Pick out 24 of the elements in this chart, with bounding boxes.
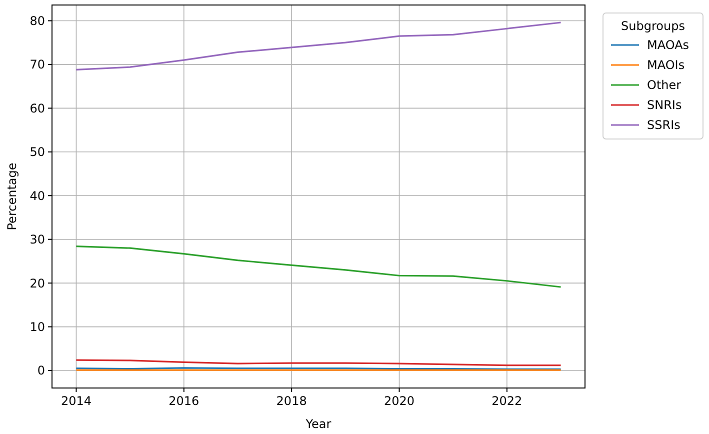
y-tick-label: 20	[30, 276, 45, 290]
legend-label: SNRIs	[647, 98, 682, 112]
y-tick-label: 10	[30, 320, 45, 334]
line-series	[75, 22, 562, 71]
x-axis-title: Year	[304, 417, 332, 431]
x-tick-label: 2020	[384, 394, 415, 408]
y-tick-label: 30	[30, 232, 45, 247]
y-tick-label: 0	[37, 364, 45, 378]
y-tick-label: 50	[30, 145, 45, 160]
y-tick-label: 60	[30, 101, 45, 116]
y-tick-label: 80	[30, 14, 45, 28]
y-tick-label: 40	[30, 188, 45, 203]
x-tick-label: 2018	[276, 394, 307, 408]
x-tick-label: 2022	[492, 394, 522, 408]
legend-label: Other	[647, 78, 682, 92]
x-tick-label: 2016	[168, 394, 200, 408]
y-tick-label: 70	[30, 58, 45, 72]
legend-label: MAOAs	[647, 38, 690, 52]
legend-title: Subgroups	[621, 19, 685, 33]
x-tick-label: 2014	[60, 394, 92, 408]
line-series	[75, 246, 562, 288]
legend-label: SSRIs	[647, 118, 680, 132]
y-axis-title: Percentage	[5, 162, 19, 230]
legend-label: MAOIs	[647, 58, 685, 72]
